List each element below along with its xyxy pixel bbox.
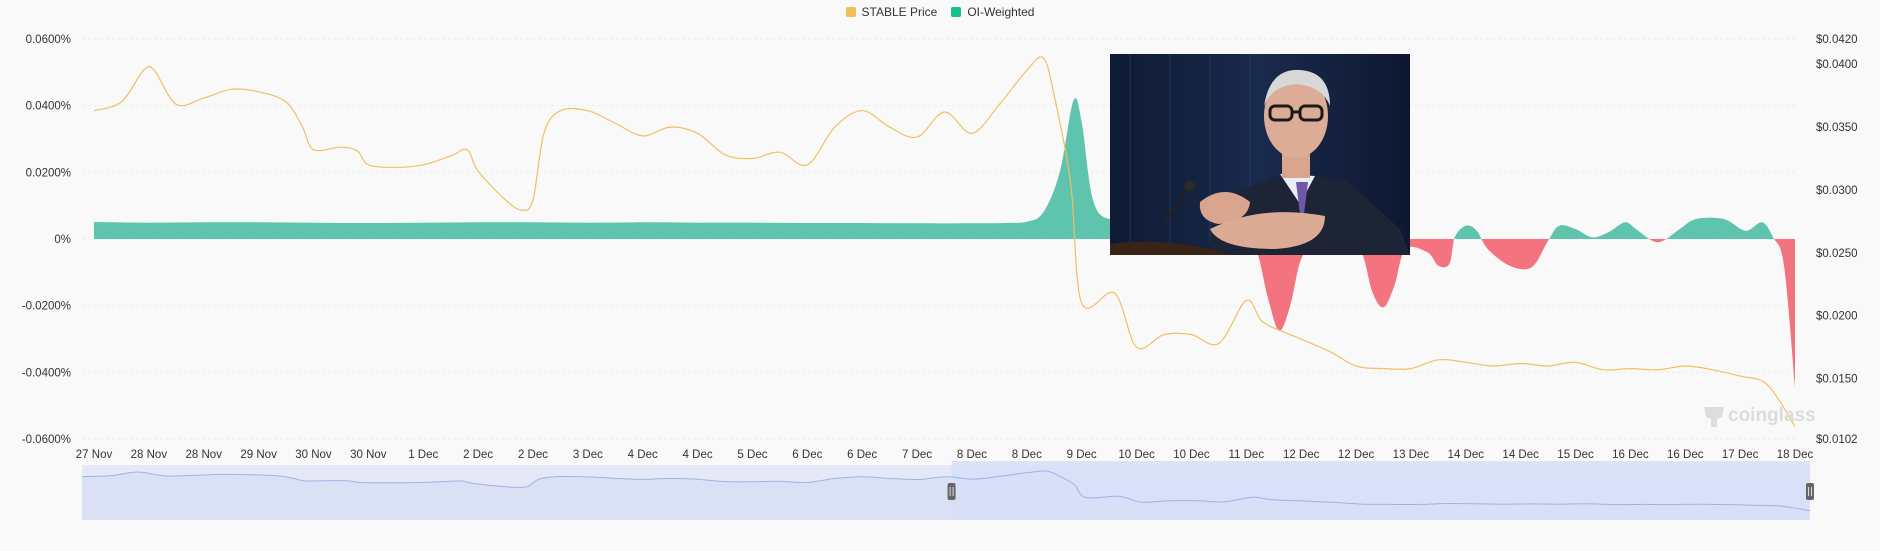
y-right-tick-label: $0.0420 bbox=[1816, 34, 1858, 46]
oi-weighted-area bbox=[94, 98, 1795, 388]
coinglass-logo-icon bbox=[1704, 407, 1724, 427]
y-axis-left: 0.0600% 0.0400% 0.0200% 0% -0.0200% -0.0400% -… bbox=[22, 34, 71, 446]
x-tick-label: 8 Dec bbox=[957, 449, 987, 461]
y-right-tick-label: $0.0400 bbox=[1816, 59, 1858, 71]
x-tick-label: 4 Dec bbox=[683, 449, 713, 461]
range-navigator[interactable] bbox=[81, 461, 1814, 520]
y-left-tick-label: -0.0200% bbox=[22, 301, 71, 313]
x-axis: 27 Nov 28 Nov 28 Nov 29 Nov 30 Nov 30 Nov 1 De… bbox=[76, 449, 1814, 461]
x-tick-label: 11 Dec bbox=[1228, 449, 1264, 461]
y-right-tick-label: $0.0200 bbox=[1816, 311, 1858, 323]
navigator-selection bbox=[951, 461, 1810, 520]
x-tick-label: 6 Dec bbox=[847, 449, 877, 461]
y-right-tick-label: $0.0350 bbox=[1816, 122, 1858, 134]
y-left-tick-label: 0.0400% bbox=[26, 101, 71, 113]
y-left-tick-label: 0.0200% bbox=[26, 167, 71, 179]
x-tick-label: 17 Dec bbox=[1722, 449, 1759, 461]
stable-price-line bbox=[93, 56, 1796, 427]
y-left-tick-label: 0% bbox=[54, 234, 71, 246]
x-tick-label: 29 Nov bbox=[240, 449, 277, 461]
y-axis-right: $0.0420 $0.0400 $0.0350 $0.0300 $0.0250 $0.02… bbox=[1816, 34, 1858, 446]
x-tick-label: 28 Nov bbox=[131, 449, 168, 461]
x-tick-label: 16 Dec bbox=[1667, 449, 1704, 461]
x-tick-label: 7 Dec bbox=[902, 449, 932, 461]
y-left-tick-label: -0.0400% bbox=[22, 367, 71, 379]
x-tick-label: 13 Dec bbox=[1393, 449, 1430, 461]
x-tick-label: 12 Dec bbox=[1338, 449, 1375, 461]
x-tick-label: 1 Dec bbox=[408, 449, 438, 461]
legend-item-oi-weighted[interactable]: OI-Weighted bbox=[951, 5, 1034, 19]
legend-label-stable-price: STABLE Price bbox=[861, 5, 938, 19]
x-tick-label: 18 Dec bbox=[1777, 449, 1814, 461]
legend-swatch-stable-price bbox=[845, 7, 856, 17]
legend-label-oi-weighted: OI-Weighted bbox=[967, 5, 1035, 19]
x-tick-label: 2 Dec bbox=[518, 449, 548, 461]
legend-item-stable-price[interactable]: STABLE Price bbox=[845, 5, 938, 19]
x-tick-label: 12 Dec bbox=[1283, 449, 1320, 461]
legend: STABLE Price OI-Weighted bbox=[0, 5, 1880, 19]
navigator-handle-left[interactable] bbox=[947, 483, 956, 500]
y-left-tick-label: -0.0600% bbox=[22, 434, 71, 446]
x-tick-label: 14 Dec bbox=[1502, 449, 1539, 461]
y-right-tick-label: $0.0300 bbox=[1816, 185, 1858, 197]
x-tick-label: 8 Dec bbox=[1012, 449, 1042, 461]
x-tick-label: 9 Dec bbox=[1067, 449, 1097, 461]
y-right-tick-label: $0.0150 bbox=[1816, 374, 1858, 386]
x-tick-label: 16 Dec bbox=[1612, 449, 1649, 461]
x-tick-label: 30 Nov bbox=[295, 449, 332, 461]
portrait-photo bbox=[1110, 54, 1410, 255]
x-tick-label: 30 Nov bbox=[350, 449, 387, 461]
y-left-tick-label: 0.0600% bbox=[26, 34, 71, 46]
oi-positive-fill bbox=[94, 98, 1795, 239]
x-tick-label: 2 Dec bbox=[463, 449, 493, 461]
x-tick-label: 10 Dec bbox=[1173, 449, 1210, 461]
watermark-text: coinglass bbox=[1728, 405, 1816, 426]
x-tick-label: 4 Dec bbox=[628, 449, 658, 461]
x-tick-label: 27 Nov bbox=[76, 449, 113, 461]
navigator-handle-right[interactable] bbox=[1806, 483, 1814, 500]
y-right-tick-label: $0.0250 bbox=[1816, 248, 1858, 260]
x-tick-label: 28 Nov bbox=[186, 449, 223, 461]
x-tick-label: 5 Dec bbox=[737, 449, 767, 461]
x-tick-label: 15 Dec bbox=[1557, 449, 1594, 461]
y-right-tick-label: $0.0102 bbox=[1816, 434, 1858, 446]
x-tick-label: 14 Dec bbox=[1448, 449, 1485, 461]
x-tick-label: 10 Dec bbox=[1118, 449, 1155, 461]
oi-negative-fill bbox=[94, 239, 1795, 388]
x-tick-label: 6 Dec bbox=[792, 449, 822, 461]
x-tick-label: 3 Dec bbox=[573, 449, 603, 461]
legend-swatch-oi-weighted bbox=[951, 7, 962, 17]
navigator-line bbox=[81, 470, 1811, 512]
price-line-path bbox=[93, 56, 1796, 427]
coinglass-watermark: coinglass bbox=[1704, 405, 1816, 427]
